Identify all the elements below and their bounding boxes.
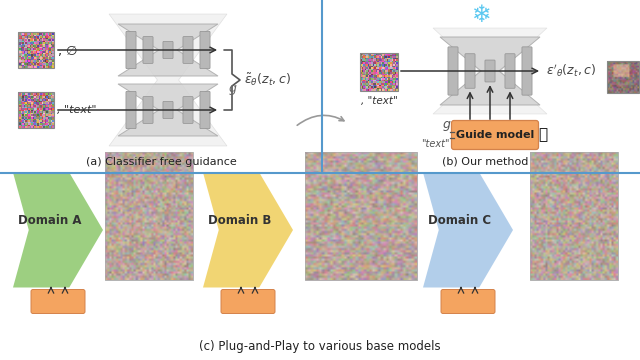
FancyBboxPatch shape (143, 37, 153, 63)
FancyBboxPatch shape (31, 289, 85, 314)
Text: "text": "text" (422, 139, 450, 149)
FancyBboxPatch shape (200, 31, 210, 69)
Bar (105, 152, 193, 280)
Bar (530, 152, 618, 280)
Polygon shape (109, 14, 227, 146)
Text: $\tilde{\epsilon}_{\theta}(z_t, c)$: $\tilde{\epsilon}_{\theta}(z_t, c)$ (244, 72, 291, 88)
Bar (18, 32, 54, 68)
FancyBboxPatch shape (441, 289, 495, 314)
Text: Domain C: Domain C (428, 213, 492, 226)
Polygon shape (440, 37, 540, 105)
FancyBboxPatch shape (163, 41, 173, 59)
Text: $\epsilon'_{\theta}(z_t, c)$: $\epsilon'_{\theta}(z_t, c)$ (546, 63, 596, 79)
Polygon shape (203, 172, 293, 288)
Text: ❄: ❄ (472, 3, 492, 27)
Text: g: g (442, 118, 450, 131)
Text: (c) Plug-and-Play to various base models: (c) Plug-and-Play to various base models (199, 340, 441, 353)
Polygon shape (423, 172, 513, 288)
Text: Domain A: Domain A (19, 213, 82, 226)
Bar (607, 61, 639, 93)
Text: , "text": , "text" (360, 96, 397, 106)
Text: (a) Classifier free guidance: (a) Classifier free guidance (86, 157, 236, 167)
FancyBboxPatch shape (451, 121, 538, 149)
Bar (18, 92, 54, 128)
FancyBboxPatch shape (522, 47, 532, 95)
FancyBboxPatch shape (448, 47, 458, 95)
Bar (305, 152, 417, 280)
Text: g: g (229, 82, 237, 95)
FancyBboxPatch shape (126, 31, 136, 69)
Text: , "text": , "text" (57, 105, 97, 115)
Text: 🔥: 🔥 (538, 127, 547, 143)
Text: Domain B: Domain B (208, 213, 272, 226)
FancyBboxPatch shape (465, 54, 475, 88)
Bar (105, 152, 193, 280)
FancyBboxPatch shape (126, 91, 136, 129)
Bar (305, 152, 417, 280)
Polygon shape (13, 172, 103, 288)
FancyBboxPatch shape (183, 96, 193, 123)
Bar (530, 152, 618, 280)
Bar (360, 53, 398, 91)
FancyBboxPatch shape (183, 37, 193, 63)
FancyBboxPatch shape (200, 91, 210, 129)
FancyBboxPatch shape (505, 54, 515, 88)
Polygon shape (118, 24, 218, 76)
FancyBboxPatch shape (163, 102, 173, 118)
Polygon shape (118, 84, 218, 136)
Text: (b) Our method: (b) Our method (442, 157, 528, 167)
Polygon shape (433, 28, 547, 114)
FancyBboxPatch shape (143, 96, 153, 123)
Text: Guide model: Guide model (456, 130, 534, 140)
FancyBboxPatch shape (485, 60, 495, 82)
FancyArrowPatch shape (297, 115, 344, 125)
FancyBboxPatch shape (221, 289, 275, 314)
Text: , $\varnothing$: , $\varnothing$ (57, 42, 78, 58)
